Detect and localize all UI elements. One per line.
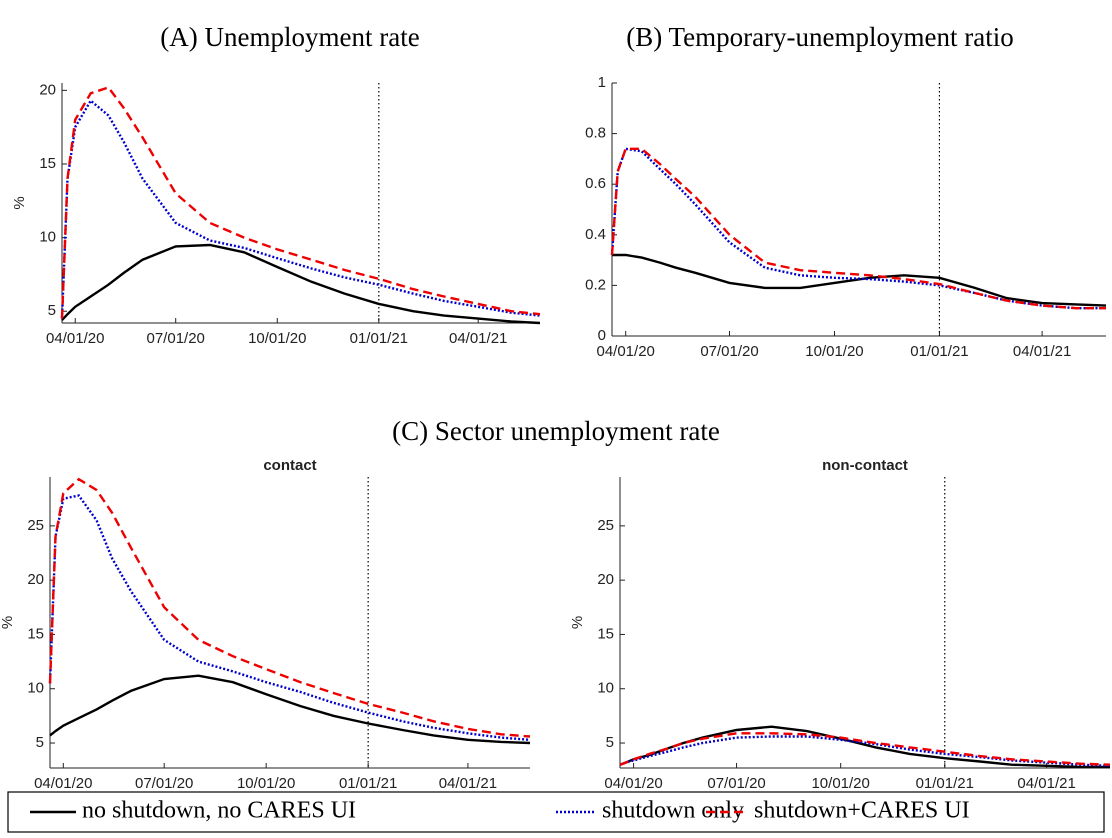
series-line <box>610 147 1106 310</box>
x-tick-label: 04/01/21 <box>1013 343 1071 360</box>
series-line <box>49 674 531 745</box>
y-tick-label: 5 <box>48 302 56 319</box>
legend-box <box>7 791 1105 833</box>
x-tick-label: 01/01/21 <box>339 775 397 792</box>
series-line <box>60 85 541 319</box>
y-tick-label: 0 <box>598 327 606 344</box>
x-tick-label: 07/01/20 <box>135 775 193 792</box>
chart-title: (B) Temporary-unemployment ratio <box>626 22 1014 52</box>
y-tick-label: 15 <box>39 155 56 172</box>
y-tick-label: 25 <box>597 517 614 534</box>
y-tick-label: 15 <box>597 625 614 642</box>
series-line <box>60 98 541 319</box>
section-heading: (C) Sector unemployment rate <box>392 416 720 446</box>
x-tick-label: 04/01/21 <box>449 330 507 347</box>
y-tick-label: 15 <box>27 625 44 642</box>
y-tick-label: 0.4 <box>585 226 606 243</box>
x-tick-label: 04/01/20 <box>604 775 662 792</box>
x-tick-label: 07/01/20 <box>707 775 765 792</box>
x-tick-label: 07/01/20 <box>147 330 205 347</box>
y-tick-label: 20 <box>27 571 44 588</box>
y-tick-label: 0.6 <box>585 175 606 192</box>
x-tick-label: 10/01/20 <box>237 775 295 792</box>
y-tick-label: 20 <box>39 81 56 98</box>
y-axis-label: % <box>11 196 28 209</box>
y-tick-label: 25 <box>27 517 44 534</box>
y-tick-label: 10 <box>27 680 44 697</box>
series-line <box>610 147 1106 310</box>
y-axis-label: % <box>569 616 586 629</box>
y-tick-label: 1 <box>598 74 606 91</box>
x-tick-label: 04/01/21 <box>1017 775 1075 792</box>
y-tick-label: 10 <box>39 229 56 246</box>
x-tick-label: 01/01/21 <box>910 343 968 360</box>
chart-title: (A) Unemployment rate <box>160 22 419 52</box>
legend-label: shutdown+CARES UI <box>754 798 970 824</box>
series-line <box>48 494 531 741</box>
legend-label: shutdown only <box>602 798 744 824</box>
y-tick-label: 5 <box>606 734 614 751</box>
chart-title: contact <box>263 457 316 474</box>
x-tick-label: 10/01/20 <box>805 343 863 360</box>
series-line <box>61 243 541 325</box>
y-tick-label: 20 <box>597 571 614 588</box>
legend-label: no shutdown, no CARES UI <box>82 798 356 824</box>
x-tick-label: 07/01/20 <box>700 343 758 360</box>
x-tick-label: 04/01/20 <box>46 330 104 347</box>
x-tick-label: 04/01/20 <box>596 343 654 360</box>
y-tick-label: 0.8 <box>585 125 606 142</box>
series-line <box>48 477 531 738</box>
x-tick-label: 01/01/21 <box>350 330 408 347</box>
y-tick-label: 5 <box>36 734 44 751</box>
x-tick-label: 01/01/21 <box>916 775 974 792</box>
y-axis-label: % <box>0 616 16 629</box>
x-tick-label: 04/01/21 <box>439 775 497 792</box>
x-tick-label: 10/01/20 <box>811 775 869 792</box>
series-line <box>619 732 1111 766</box>
y-tick-label: 10 <box>597 680 614 697</box>
x-tick-label: 04/01/20 <box>34 775 92 792</box>
x-tick-label: 10/01/20 <box>248 330 306 347</box>
y-tick-label: 0.2 <box>585 276 606 293</box>
series-line <box>612 253 1107 307</box>
chart-title: non-contact <box>822 457 908 474</box>
